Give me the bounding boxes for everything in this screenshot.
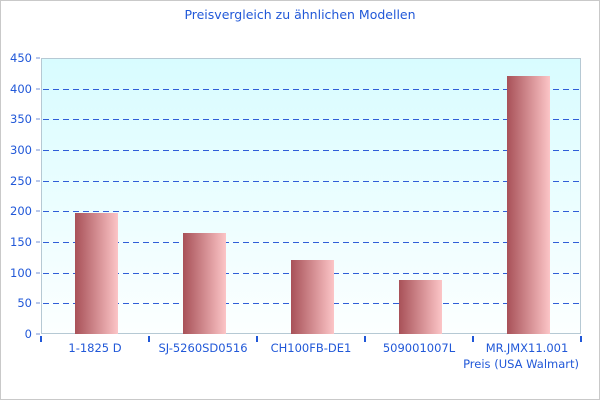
y-axis-tick: [36, 302, 40, 305]
y-axis-label: 150: [10, 235, 32, 249]
y-axis-tick: [36, 179, 40, 182]
y-axis-label: 450: [10, 51, 32, 65]
x-axis-label: 1-1825 D: [68, 341, 122, 355]
x-axis-tick: [148, 336, 150, 342]
x-axis-label: MR.JMX11.001: [485, 341, 569, 355]
x-axis-label: 509001007L: [382, 341, 456, 355]
y-axis-tick: [36, 333, 40, 335]
x-axis-label: SJ-5260SD0516: [158, 341, 248, 355]
bar-CH100FB-DE1: [291, 260, 334, 334]
y-axis-tick: [36, 149, 40, 151]
bar-1-1825 D: [75, 213, 118, 334]
x-axis-tick: [580, 336, 582, 342]
y-axis-label: 400: [10, 81, 32, 96]
y-axis-tick: [36, 57, 40, 59]
gridline: [43, 180, 581, 182]
x-axis-tick: [364, 336, 366, 342]
y-axis-label: 200: [10, 204, 32, 219]
y-axis-tick: [36, 241, 40, 243]
gridline: [43, 242, 581, 243]
y-axis-label: 250: [10, 173, 32, 188]
y-axis-tick: [36, 271, 40, 274]
x-axis-tick: [256, 336, 258, 342]
y-axis-tick: [36, 210, 40, 213]
y-axis-label: 350: [10, 112, 32, 127]
bar-509001007L: [399, 280, 442, 334]
plot-area: [41, 58, 581, 334]
bar-MR.JMX11.001: [507, 76, 550, 334]
bar-SJ-5260SD0516: [183, 233, 226, 334]
x-axis-label: CH100FB-DE1: [270, 341, 352, 355]
y-axis-label: 300: [10, 143, 32, 157]
y-axis-label: 100: [10, 265, 32, 280]
y-axis-label: 0: [24, 327, 32, 341]
gridline: [43, 150, 581, 151]
gridline: [43, 88, 581, 90]
axis-caption: Preis (USA Walmart): [463, 357, 579, 371]
x-axis-tick: [40, 336, 42, 342]
gridline: [43, 211, 581, 213]
y-axis-tick: [36, 87, 40, 90]
y-axis-label: 50: [17, 296, 32, 311]
x-axis-tick: [472, 336, 474, 342]
y-axis-tick: [36, 118, 40, 121]
gridline: [43, 119, 581, 121]
chart-title: Preisvergleich zu ähnlichen Modellen: [184, 7, 416, 22]
